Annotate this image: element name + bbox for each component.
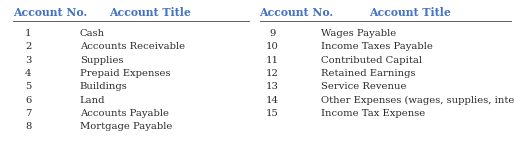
Text: 13: 13 [266,82,279,91]
Text: 10: 10 [266,42,279,51]
Text: 2: 2 [25,42,31,51]
Text: Contributed Capital: Contributed Capital [321,56,422,65]
Text: Supplies: Supplies [80,56,123,65]
Text: Accounts Payable: Accounts Payable [80,109,169,118]
Text: 8: 8 [25,122,31,131]
Text: 15: 15 [266,109,279,118]
Text: 1: 1 [25,29,31,38]
Text: Account Title: Account Title [369,7,451,18]
Text: Wages Payable: Wages Payable [321,29,396,38]
Text: Land: Land [80,96,105,105]
Text: 5: 5 [25,82,31,91]
Text: Cash: Cash [80,29,105,38]
Text: Account No.: Account No. [260,7,334,18]
Text: 11: 11 [266,56,279,65]
Text: Prepaid Expenses: Prepaid Expenses [80,69,170,78]
Text: Other Expenses (wages, supplies, interest): Other Expenses (wages, supplies, interes… [321,96,514,105]
Text: Account No.: Account No. [13,7,87,18]
Text: Buildings: Buildings [80,82,127,91]
Text: Account Title: Account Title [109,7,191,18]
Text: 14: 14 [266,96,279,105]
Text: 4: 4 [25,69,31,78]
Text: Income Tax Expense: Income Tax Expense [321,109,426,118]
Text: 7: 7 [25,109,31,118]
Text: Accounts Receivable: Accounts Receivable [80,42,185,51]
Text: 9: 9 [269,29,276,38]
Text: Service Revenue: Service Revenue [321,82,407,91]
Text: 12: 12 [266,69,279,78]
Text: Mortgage Payable: Mortgage Payable [80,122,172,131]
Text: Income Taxes Payable: Income Taxes Payable [321,42,433,51]
Text: 3: 3 [25,56,31,65]
Text: Retained Earnings: Retained Earnings [321,69,416,78]
Text: 6: 6 [25,96,31,105]
